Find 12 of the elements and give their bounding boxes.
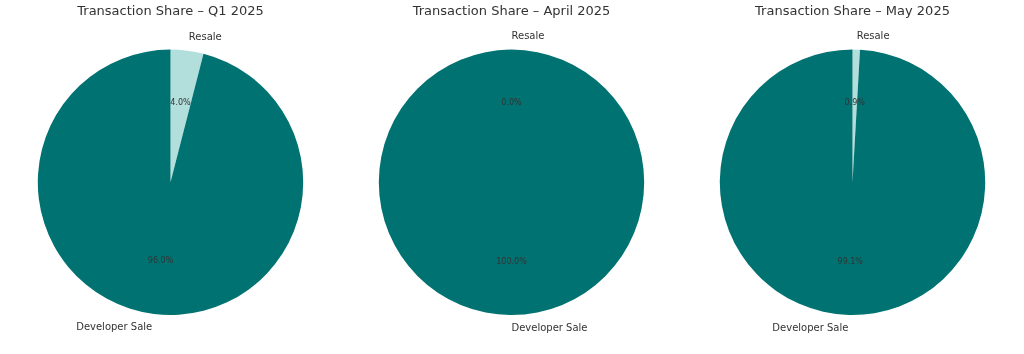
- data-label: 100.0%: [496, 257, 528, 266]
- chart-title: Transaction Share – May 2025: [754, 3, 950, 19]
- slice-label: Developer Sale: [772, 321, 849, 333]
- slice-label: Developer Sale: [511, 321, 588, 333]
- data-label: 99.1%: [837, 256, 864, 266]
- data-label: 4.0%: [170, 98, 192, 108]
- category-label: Resale: [511, 29, 545, 41]
- slice-label: Resale: [188, 31, 222, 43]
- slice-label: Resale: [856, 29, 890, 41]
- slice-label: Developer Sale: [76, 320, 153, 332]
- chart-title: Transaction Share – Q1 2025: [76, 3, 264, 19]
- chart-title: Transaction Share – April 2025: [411, 3, 611, 19]
